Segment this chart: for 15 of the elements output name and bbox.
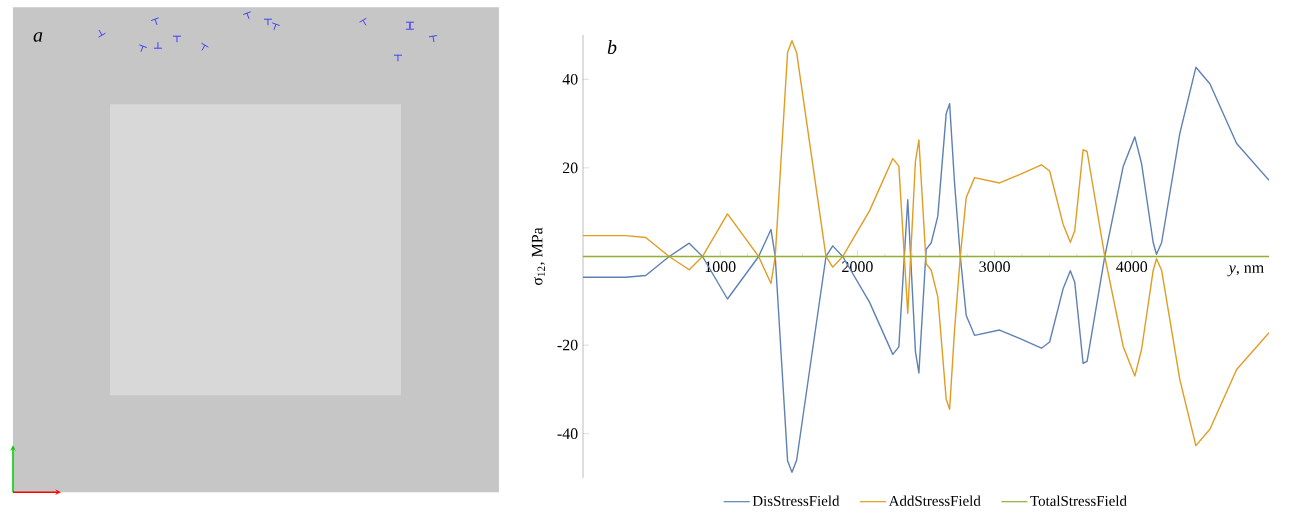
legend-label: AddStressField bbox=[888, 495, 981, 506]
x-tick-label: 1000 bbox=[705, 261, 736, 273]
y-tick-label: 40 bbox=[562, 73, 578, 85]
annotation: b bbox=[607, 39, 617, 54]
legend-label: TotalStressField bbox=[1030, 495, 1127, 506]
legend-label: DisStressField bbox=[752, 495, 840, 506]
x-tick-label: 2000 bbox=[842, 261, 873, 273]
y-tick-label: -20 bbox=[557, 339, 578, 351]
y-tick-label: -40 bbox=[557, 428, 578, 440]
x-axis-title: y, nm bbox=[1227, 265, 1264, 277]
x-tick-label: 3000 bbox=[979, 261, 1010, 273]
y-tick-label: 20 bbox=[562, 162, 578, 174]
text: a bbox=[33, 32, 43, 42]
x-tick-label: 4000 bbox=[1116, 261, 1148, 273]
y-axis-title: σ$_{12}$, MPa bbox=[531, 227, 545, 286]
